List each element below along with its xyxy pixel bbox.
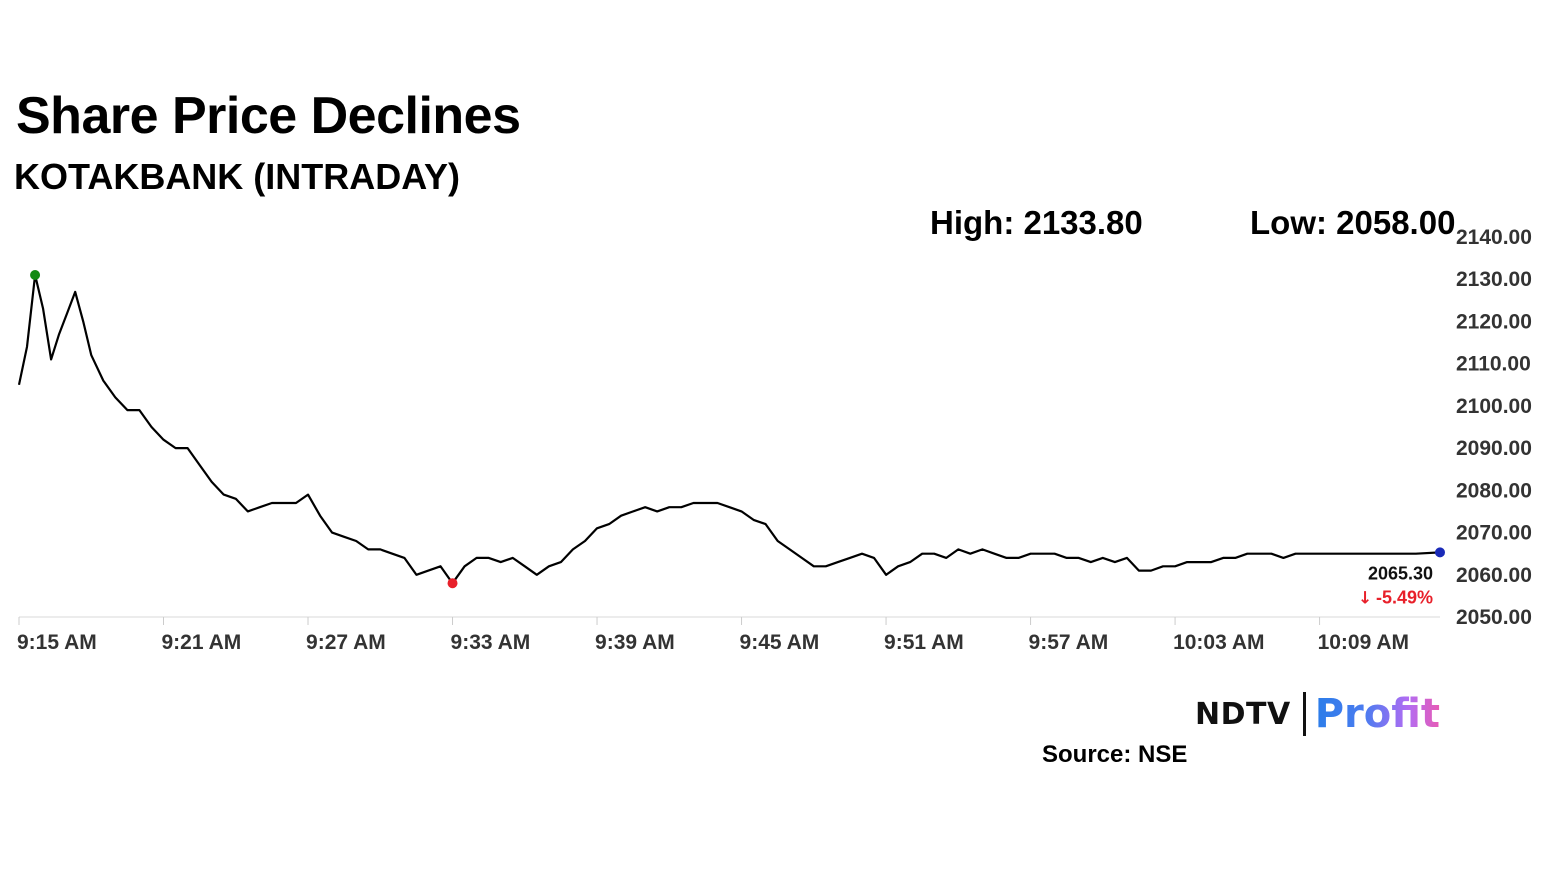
x-tick-label: 9:57 AM: [1029, 631, 1109, 654]
x-tick-label: 9:27 AM: [306, 631, 386, 654]
change-percent: -5.49%: [1376, 587, 1433, 607]
x-tick-label: 9:33 AM: [451, 631, 531, 654]
high-price: High: 2133.80: [930, 204, 1143, 241]
y-tick-label: 2130.00: [1456, 268, 1532, 291]
x-tick-label: 9:21 AM: [162, 631, 242, 654]
y-axis: 2140.00 2130.00 2120.00 2110.00 2100.00 2090.…: [1456, 226, 1532, 629]
y-tick-label: 2050.00: [1456, 606, 1532, 629]
low-price: Low: 2058.00: [1250, 204, 1456, 241]
x-tick-label: 10:03 AM: [1173, 631, 1264, 654]
x-tick-label: 9:39 AM: [595, 631, 675, 654]
last-price-value: 2065.30: [1368, 563, 1433, 583]
price-series-line: [17, 273, 1441, 585]
down-arrow-icon: ↓: [1358, 588, 1372, 608]
y-tick-label: 2070.00: [1456, 522, 1532, 545]
logo-ndtv-text: NDTV: [1195, 696, 1291, 732]
y-tick-label: 2100.00: [1456, 395, 1532, 418]
last-price-label-bg: [1364, 555, 1434, 612]
y-tick-label: 2080.00: [1456, 479, 1532, 502]
last-point-marker: [1435, 547, 1445, 558]
y-tick-label: 2120.00: [1456, 310, 1532, 333]
x-tick-label: 9:51 AM: [884, 631, 964, 654]
logo-separator: [1302, 692, 1306, 736]
x-axis: 9:15 AM 9:21 AM 9:27 AM 9:33 AM 9:39 AM 9:45 …: [17, 616, 1440, 654]
x-tick-label: 9:45 AM: [740, 631, 820, 654]
ndtv-profit-logo: NDTV Profit: [1195, 690, 1440, 738]
y-tick-label: 2060.00: [1456, 564, 1532, 587]
logo-profit-text: Profit: [1314, 691, 1440, 737]
chart-title: Share Price Declines: [16, 87, 521, 145]
x-tick-label: 9:15 AM: [17, 631, 97, 654]
high-point-marker: [30, 270, 41, 280]
last-price-box: 2065.30 ↓ -5.49%: [1358, 555, 1434, 612]
plot-area: [17, 273, 1441, 585]
low-point-marker: [447, 578, 458, 589]
chart-subtitle: KOTAKBANK (INTRADAY): [14, 156, 460, 197]
y-tick-label: 2140.00: [1456, 226, 1532, 249]
y-tick-label: 2090.00: [1456, 437, 1532, 460]
y-tick-label: 2110.00: [1456, 353, 1531, 376]
source-note: Source: NSE: [1042, 741, 1188, 768]
x-tick-label: 10:09 AM: [1318, 631, 1409, 654]
price-markers: [30, 270, 1445, 589]
